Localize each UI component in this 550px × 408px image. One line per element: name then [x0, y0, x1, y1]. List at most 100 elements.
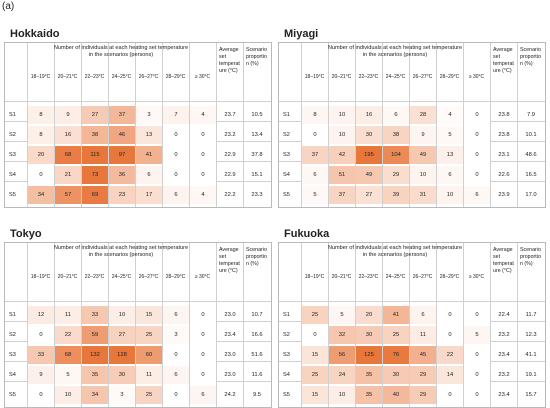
heatmap-cell: 4: [190, 106, 216, 124]
heatmap-cell: 35: [82, 366, 108, 384]
proportion-value: 7.9: [526, 112, 536, 118]
heatmap-cell: 11: [55, 306, 81, 324]
grid-line-vertical: [81, 43, 82, 207]
heatmap-cell: 34: [82, 386, 108, 404]
column-header: 26–27°C: [138, 274, 159, 280]
average-header-line: set: [493, 54, 501, 60]
heatmap-cell: 6: [464, 186, 490, 204]
grid-line-vertical: [162, 43, 163, 207]
column-header: ≥ 30°C: [468, 74, 485, 80]
heatmap-cell: 29: [410, 366, 436, 384]
heatmap-cell: 128: [109, 346, 135, 364]
grid-line-vertical: [27, 43, 28, 207]
heatmap-cell: 29: [383, 166, 409, 184]
average-value: 23.4: [224, 332, 236, 338]
scenario-label: S3: [9, 352, 16, 358]
region-title: Tokyo: [10, 228, 42, 240]
heatmap-cell: 0: [437, 386, 463, 404]
heatmap-cell: 37: [109, 106, 135, 124]
proportion-header-line: Scenario: [246, 47, 267, 53]
heatmap-cell: 13: [437, 146, 463, 164]
scenario-label: S1: [9, 312, 16, 318]
proportion-header-line: n (%): [246, 61, 259, 67]
heatmap-cell: 6: [383, 106, 409, 124]
column-header: 28–29°C: [165, 274, 186, 280]
grid-line-vertical: [517, 243, 518, 407]
heatmap-cell: 38: [383, 126, 409, 144]
proportion-header-line: n (%): [520, 261, 533, 267]
heatmap-cell: 0: [163, 386, 189, 404]
proportion-header-line: proportio: [246, 254, 267, 260]
grid-line-vertical: [54, 243, 55, 407]
proportion-header: Scenario proportio n (%): [246, 47, 267, 68]
average-value: 23.2: [498, 372, 510, 378]
heatmap-cell: 0: [28, 326, 54, 344]
column-header: 18–19°C: [30, 274, 51, 280]
proportion-value: 11.7: [525, 312, 537, 318]
panel-hokkaido: Hokkaido Number of individuals at each he…: [4, 28, 272, 208]
heatmap-cell: 69: [82, 186, 108, 204]
column-header: 28–29°C: [439, 74, 460, 80]
average-value: 23.0: [224, 312, 236, 318]
panel-fukuoka: Fukuoka Number of individuals at each hea…: [278, 228, 546, 408]
heatmap-cell: 59: [82, 326, 108, 344]
scenario-label: S2: [9, 332, 16, 338]
proportion-value: 15.7: [525, 392, 537, 398]
heatmap-cell: 17: [136, 186, 162, 204]
grid-line-horizontal: [279, 301, 545, 302]
heatmap-cell: 30: [383, 366, 409, 384]
heatmap-cell: 60: [136, 346, 162, 364]
average-header-line: ure (°C): [219, 268, 238, 274]
grid-line-vertical: [328, 243, 329, 407]
proportion-header: Scenario proportio n (%): [520, 247, 541, 268]
heatmap-cell: 16: [55, 126, 81, 144]
heatmap-cell: 0: [28, 386, 54, 404]
heatmap-cell: 10: [329, 386, 355, 404]
column-header: 24–25°C: [385, 74, 406, 80]
heatmap-cell: 35: [356, 386, 382, 404]
heatmap-cell: 25: [302, 306, 328, 324]
heatmap-cell: 0: [163, 126, 189, 144]
heatmap-cell: 30: [109, 366, 135, 384]
heatmap-cell: 27: [82, 106, 108, 124]
heatmap-cell: 15: [302, 386, 328, 404]
heatmap-cell: 3: [109, 386, 135, 404]
heatmap-cell: 22: [437, 346, 463, 364]
heatmap-cell: 3: [136, 106, 162, 124]
column-header: 24–25°C: [385, 274, 406, 280]
group-header: Number of individuals at each heating se…: [301, 45, 489, 59]
heatmap-cell: 49: [356, 166, 382, 184]
scenario-label: S4: [9, 172, 16, 178]
heatmap-cell: 6: [163, 186, 189, 204]
heatmap-cell: 14: [437, 366, 463, 384]
average-header-line: Average: [493, 47, 513, 53]
heatmap-cell: 115: [82, 146, 108, 164]
heatmap-cell: 0: [464, 146, 490, 164]
heatmap-cell: 41: [383, 306, 409, 324]
heatmap-cell: 0: [302, 326, 328, 344]
column-header: 28–29°C: [165, 74, 186, 80]
heatmap-cell: 15: [302, 346, 328, 364]
grid-line-vertical: [189, 243, 190, 407]
average-header-line: temperat: [219, 261, 240, 267]
average-value: 22.4: [498, 312, 510, 318]
group-header-line: Number of individuals at each heating se…: [327, 245, 463, 251]
heatmap-cell: 22: [55, 326, 81, 344]
heatmap-cell: 20: [28, 146, 54, 164]
group-header-line: Number of individuals at each heating se…: [53, 45, 189, 51]
proportion-header-line: proportio: [246, 54, 267, 60]
scenario-label: S5: [283, 192, 290, 198]
proportion-header-line: Scenario: [520, 47, 541, 53]
proportion-value: 9.5: [252, 392, 262, 398]
average-value: 22.9: [224, 152, 236, 158]
proportion-header-line: proportio: [520, 254, 541, 260]
column-header: 22–23°C: [84, 74, 105, 80]
heatmap-cell: 0: [163, 166, 189, 184]
heatmap-cell: 9: [410, 126, 436, 144]
figure-label: (a): [2, 1, 15, 12]
grid-line-vertical: [328, 43, 329, 207]
scenario-label: S1: [9, 112, 16, 118]
heatmap-cell: 10: [55, 386, 81, 404]
heatmap-cell: 35: [356, 366, 382, 384]
heatmap-cell: 32: [329, 326, 355, 344]
